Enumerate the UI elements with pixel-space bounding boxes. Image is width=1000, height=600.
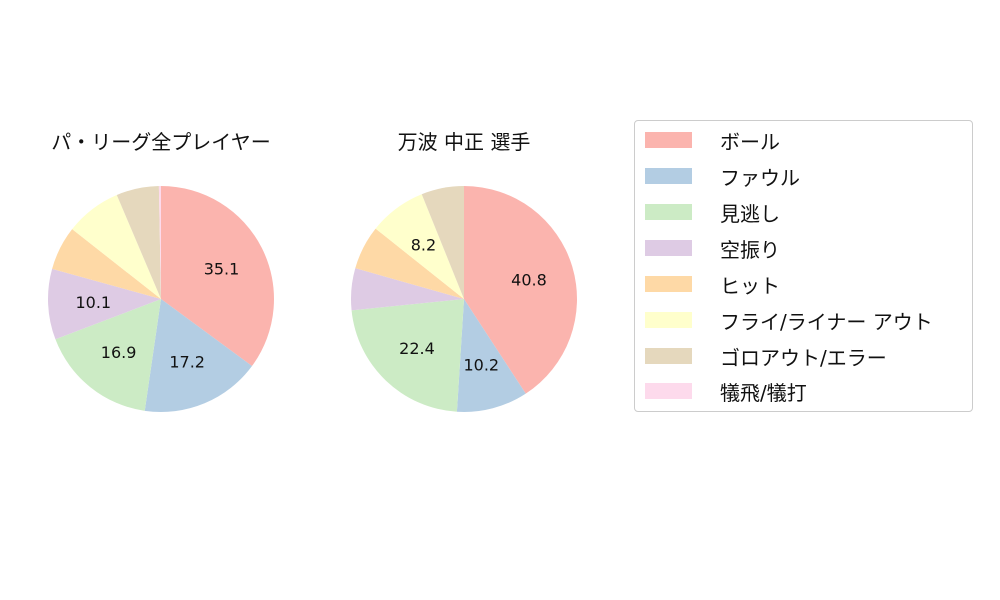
legend-label: ヒット: [720, 273, 780, 298]
slice-value-label: 40.8: [511, 271, 547, 290]
pie-slice: [72, 195, 161, 299]
legend-label: フライ/ライナー アウト: [720, 309, 933, 334]
pie-slice: [351, 299, 464, 412]
legend-item-ground-out: ゴロアウト/エラー: [645, 344, 887, 370]
legend-swatch: [645, 204, 692, 220]
legend-item-fly-out: フライ/ライナー アウト: [645, 308, 933, 334]
pie-player: 40.8 10.2 22.4 8.2: [351, 186, 577, 412]
legend-swatch: [645, 276, 692, 292]
slice-value-label: 35.1: [204, 259, 240, 278]
legend-item-ball: ボール: [645, 128, 780, 154]
legend-item-hit: ヒット: [645, 272, 780, 298]
legend-label: ボール: [720, 129, 780, 154]
pie-slice: [456, 299, 526, 412]
legend-label: ゴロアウト/エラー: [720, 345, 887, 370]
legend-item-swinging-strike: 空振り: [645, 236, 780, 262]
pie-slice: [421, 186, 464, 299]
pie-slice: [355, 228, 464, 299]
legend-label: 犠飛/犠打: [720, 380, 807, 405]
slice-value-label: 10.1: [75, 293, 111, 312]
slice-value-label: 22.4: [399, 339, 435, 358]
legend-item-called-strike: 見逃し: [645, 200, 780, 226]
legend-swatch: [645, 348, 692, 364]
slice-value-label: 10.2: [463, 356, 499, 375]
slice-value-label: 8.2: [411, 236, 436, 255]
slice-value-label: 17.2: [169, 353, 205, 372]
pie-league: 35.1 17.2 16.9 10.1: [48, 186, 274, 413]
legend-swatch: [645, 383, 692, 399]
pie-slice: [464, 186, 577, 394]
pie-slice: [144, 299, 252, 413]
legend-swatch: [645, 240, 692, 256]
pie-title-league: パ・リーグ全プレイヤー: [51, 130, 271, 154]
legend-swatch: [645, 132, 692, 148]
legend-item-foul: ファウル: [645, 164, 800, 190]
legend-label: 見逃し: [720, 201, 780, 226]
legend-item-sacrifice: 犠飛/犠打: [645, 379, 807, 405]
legend: ボール ファウル 見逃し 空振り ヒット フライ/ライナー アウト ゴロアウト/…: [634, 120, 973, 412]
pie-slice: [55, 299, 161, 411]
legend-label: ファウル: [720, 165, 800, 190]
pie-slice: [351, 268, 464, 311]
legend-swatch: [645, 312, 692, 328]
pie-slice: [52, 229, 161, 299]
legend-label: 空振り: [720, 237, 780, 262]
pie-slice: [158, 186, 161, 299]
pie-title-player: 万波 中正 選手: [397, 130, 531, 154]
pie-slice: [161, 186, 274, 366]
pie-slice: [375, 194, 464, 299]
legend-swatch: [645, 168, 692, 184]
pie-slice: [116, 186, 161, 299]
pie-slice: [48, 268, 161, 340]
slice-value-label: 16.9: [101, 343, 137, 362]
